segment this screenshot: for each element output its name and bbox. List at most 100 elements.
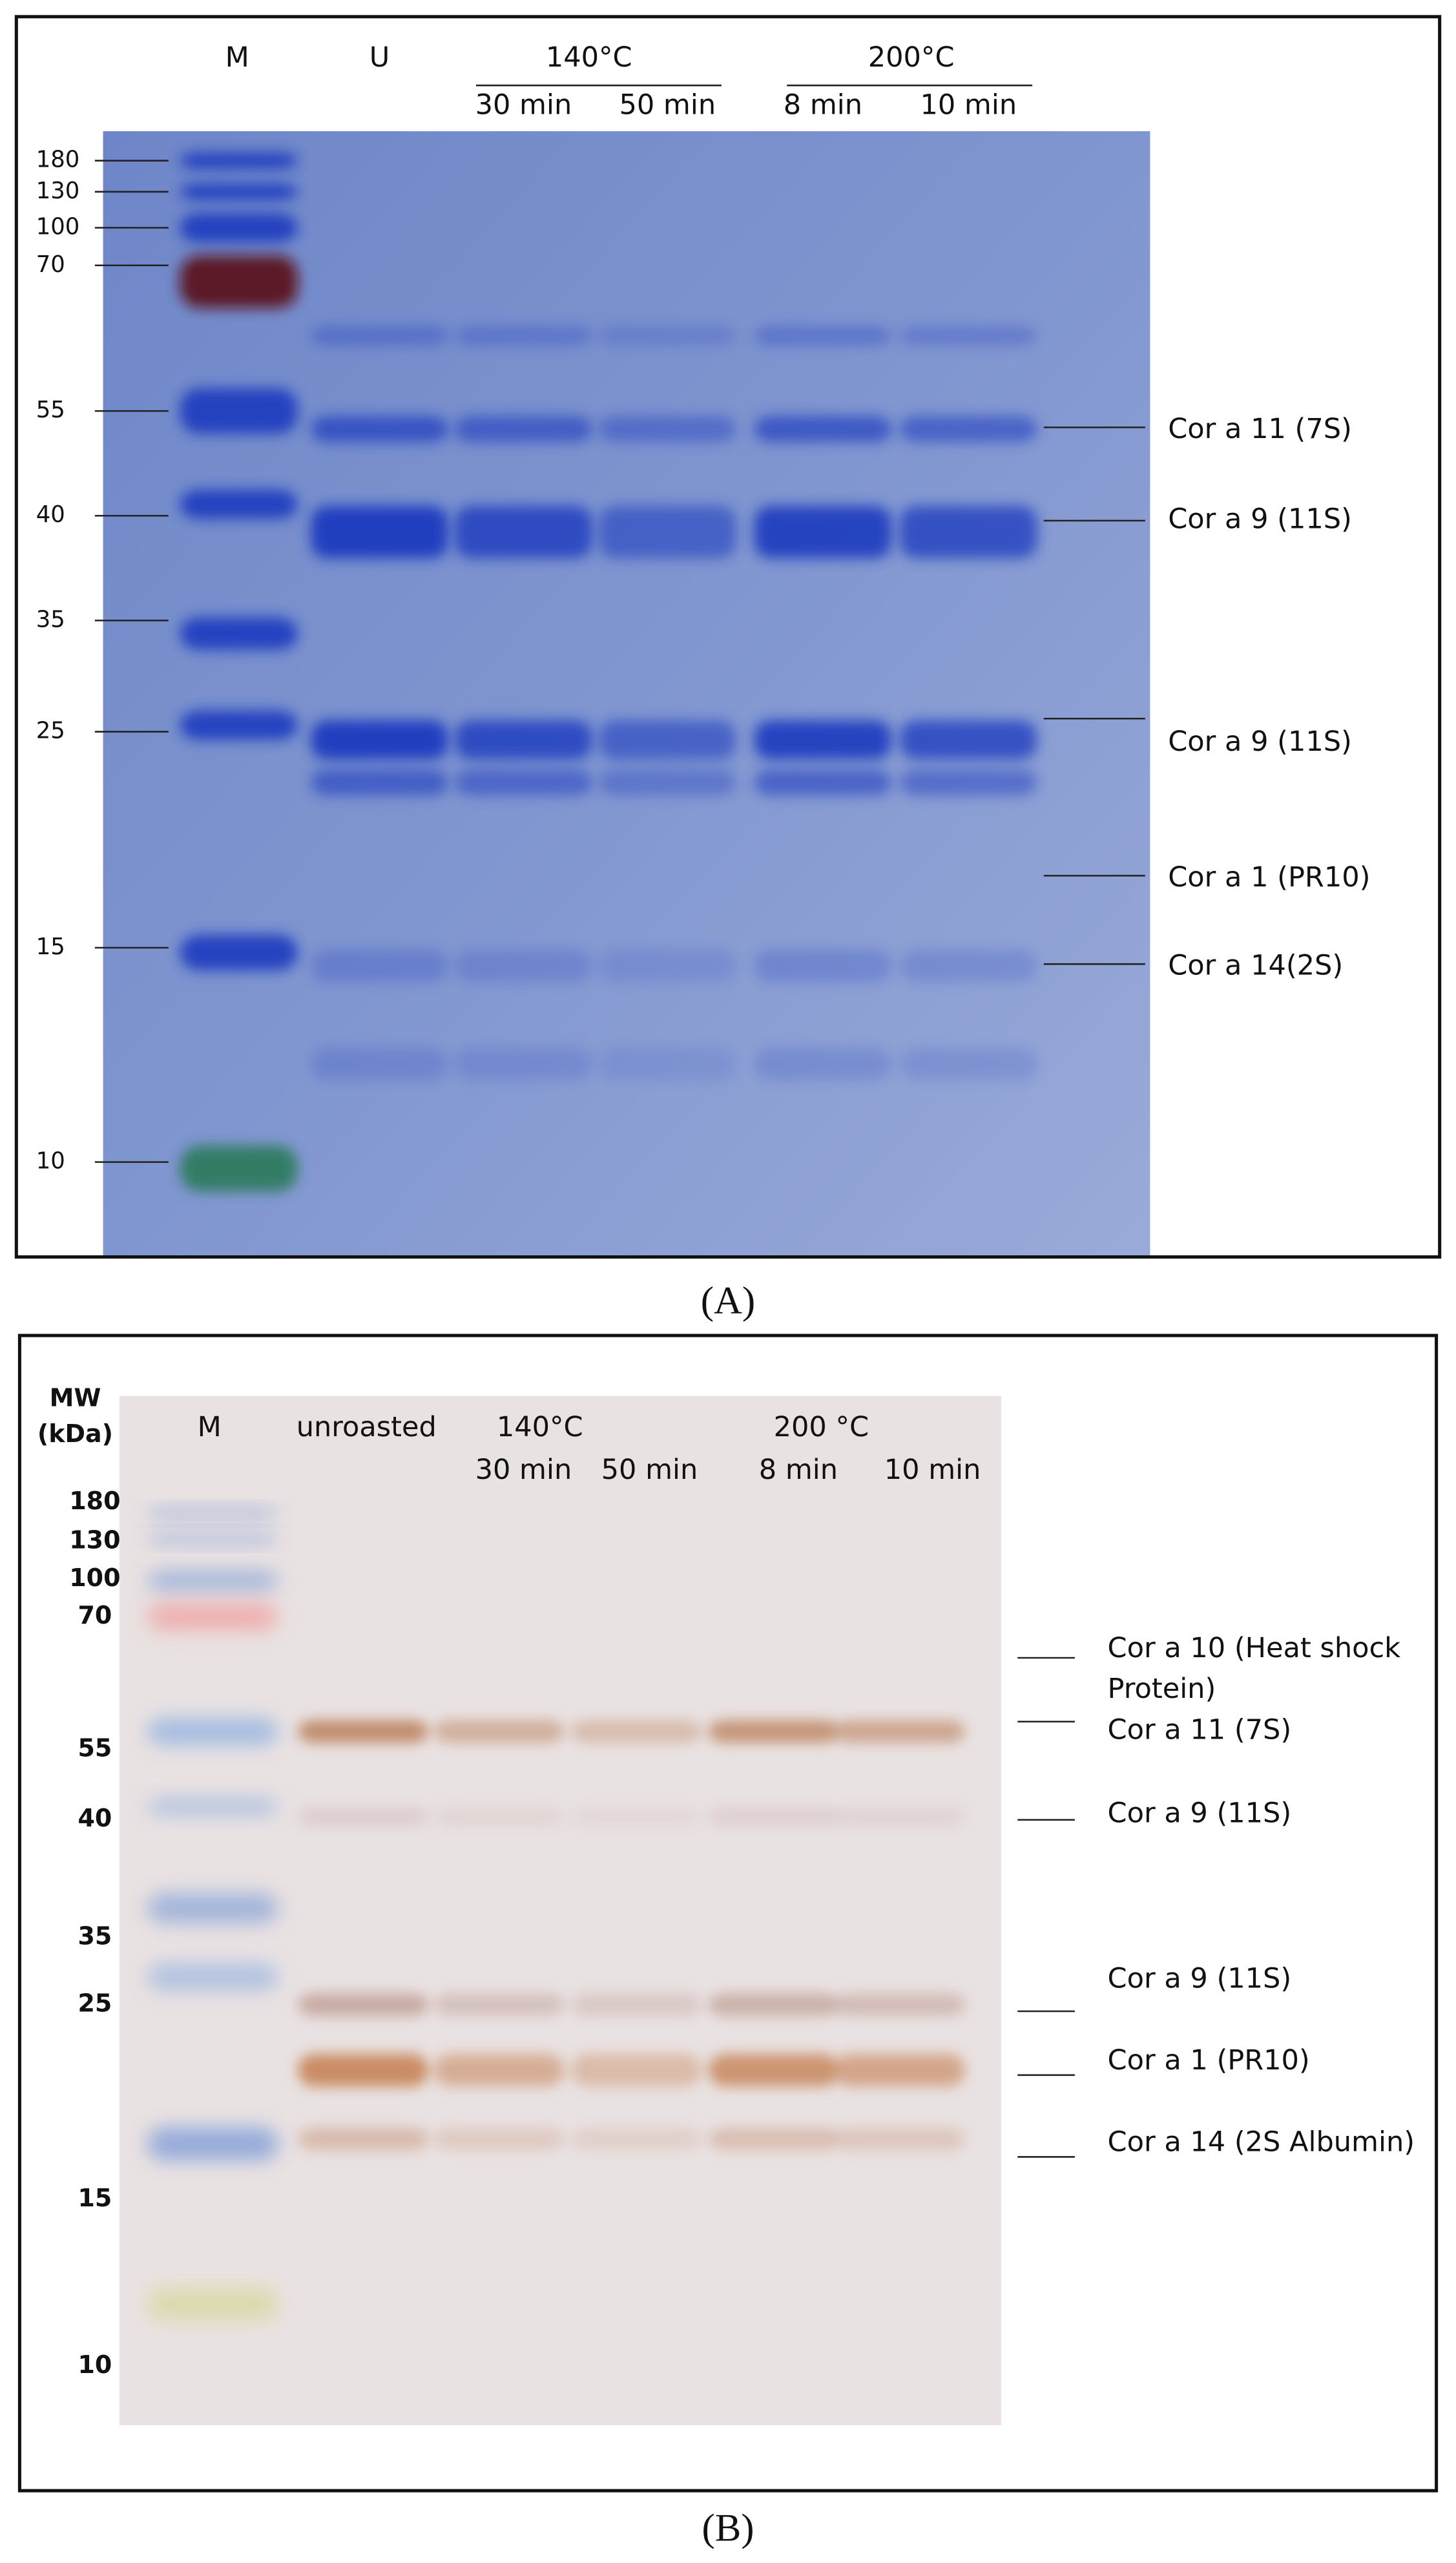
marker-band (180, 489, 298, 519)
mw-label: 100 (69, 1564, 120, 1592)
mw-label: 25 (78, 1989, 112, 2017)
gel-band (708, 1993, 840, 2016)
mw-label: 100 (36, 214, 80, 240)
band-label: Cor a 9 (11S) (1108, 1962, 1292, 1994)
gel-band (455, 506, 592, 559)
mw-label: 40 (36, 501, 65, 528)
gel-band (899, 720, 1037, 760)
axis-title: MW (50, 1383, 101, 1412)
marker-band (180, 213, 298, 243)
gel-band (455, 769, 592, 796)
marker-band (180, 183, 298, 200)
gel-band (311, 720, 448, 760)
gel-band (899, 415, 1037, 443)
time-label: 50 min (619, 89, 716, 121)
marker-band (180, 388, 298, 434)
gel-band (754, 326, 892, 346)
marker-band (147, 1893, 278, 1923)
time-label: 10 min (920, 89, 1017, 121)
group-label: 140°C (546, 41, 632, 74)
gel-band (598, 415, 736, 443)
gel-band (598, 506, 736, 559)
gel-band (311, 949, 448, 983)
band-label: Cor a 11 (7S) (1108, 1713, 1292, 1746)
mw-label: 10 (36, 1148, 65, 1175)
band-label: Cor a 11 (7S) (1168, 413, 1352, 445)
mw-label: 35 (36, 606, 65, 633)
marker-band (147, 2288, 278, 2321)
gel-band (570, 1720, 702, 1743)
caption: (A) (701, 1279, 755, 1323)
band-label: Cor a 14 (2S Albumin) (1108, 2126, 1415, 2159)
gel-b-bands (147, 1509, 966, 2321)
gel-band (433, 2127, 565, 2151)
band-label: Cor a 1 (PR10) (1168, 861, 1370, 894)
gel-band (598, 1047, 736, 1080)
lane-label: M (198, 1411, 222, 1443)
gel-band (455, 326, 592, 346)
gel-band (834, 1720, 966, 1743)
marker-band (180, 152, 298, 169)
gel-band (311, 506, 448, 559)
mw-label: 130 (36, 178, 80, 204)
gel-band (598, 769, 736, 796)
marker-band (147, 1571, 278, 1591)
gel-band (455, 415, 592, 443)
gel-band (598, 949, 736, 983)
gel-a-bands (180, 152, 1037, 1192)
band-label: Cor a 9 (11S) (1168, 726, 1352, 758)
gel-band (899, 769, 1037, 796)
gel-band (455, 720, 592, 760)
gel-band (708, 2127, 840, 2151)
gel-band (899, 1047, 1037, 1080)
gel-band (297, 2053, 429, 2087)
gel-band (834, 2053, 966, 2087)
gel-band (311, 1047, 448, 1080)
group-label: 200°C (868, 41, 955, 74)
gel-band (899, 326, 1037, 346)
mw-label: 55 (36, 397, 65, 423)
mw-label: 70 (78, 1601, 112, 1629)
marker-band (180, 1146, 298, 1192)
mw-label: 15 (78, 2184, 112, 2212)
mw-label: 180 (36, 147, 80, 173)
gel-band (598, 326, 736, 346)
axis-title: (kDa) (37, 1419, 113, 1448)
gel-band (899, 949, 1037, 983)
gel-band (570, 1993, 702, 2016)
gel-band (297, 2127, 429, 2151)
mw-label: 180 (69, 1487, 120, 1515)
gel-band (754, 506, 892, 559)
lane-label: M (225, 41, 249, 74)
gel-band (708, 1806, 840, 1826)
time-label: 10 min (884, 1454, 981, 1486)
marker-band (147, 2127, 278, 2160)
gel-band (433, 1720, 565, 1743)
marker-band (147, 1509, 278, 1519)
marker-band (180, 255, 298, 308)
gel-band (708, 2053, 840, 2087)
marker-band (180, 617, 298, 650)
gel-band (754, 949, 892, 983)
band-label: Cor a 10 (Heat shock (1108, 1632, 1401, 1664)
mw-label: 40 (78, 1804, 112, 1832)
gel-band (433, 1993, 565, 2016)
gel-band (899, 506, 1037, 559)
gel-band (754, 1047, 892, 1080)
mw-label: 10 (78, 2350, 112, 2379)
group-label: 140°C (497, 1411, 583, 1443)
time-label: 30 min (475, 1454, 572, 1486)
gel-band (834, 2127, 966, 2151)
gel-band (754, 415, 892, 443)
gel-band (433, 2053, 565, 2087)
time-label: 30 min (475, 89, 572, 121)
band-label: Cor a 14(2S) (1168, 950, 1343, 982)
gel-band (570, 1806, 702, 1826)
marker-band (147, 1718, 278, 1745)
band-label: Cor a 1 (PR10) (1108, 2044, 1310, 2077)
gel-band (311, 769, 448, 796)
mw-label: 130 (69, 1526, 120, 1554)
mw-label: 15 (36, 934, 65, 960)
